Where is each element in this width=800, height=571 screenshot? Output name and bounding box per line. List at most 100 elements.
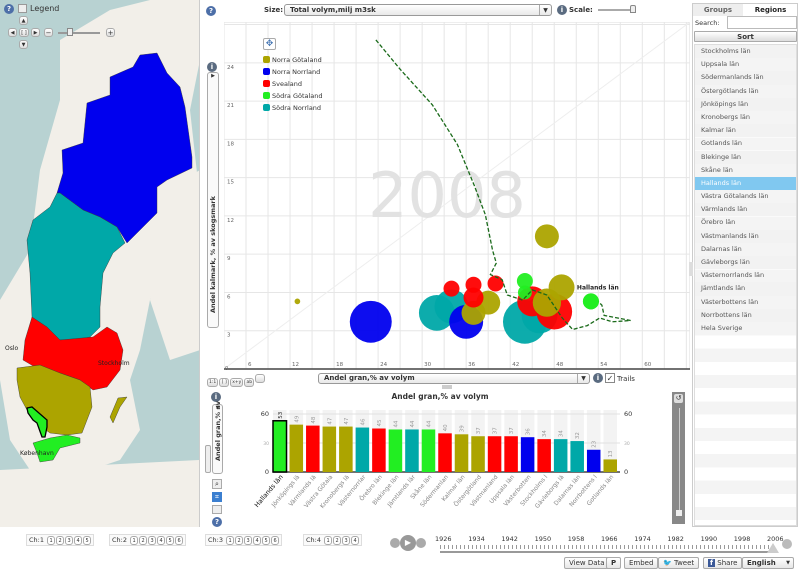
bar[interactable] bbox=[388, 429, 403, 472]
bar[interactable] bbox=[355, 427, 370, 472]
bubble[interactable] bbox=[534, 224, 559, 249]
timeline-settings-icon[interactable] bbox=[782, 539, 792, 549]
channel-button[interactable]: 4 bbox=[253, 535, 262, 545]
map-zoom-handle[interactable] bbox=[67, 28, 73, 36]
center-map-button[interactable]: [ ] bbox=[19, 28, 29, 37]
bar[interactable] bbox=[520, 437, 535, 472]
bar[interactable] bbox=[570, 441, 584, 472]
region-list-item[interactable]: Hallands län bbox=[695, 176, 796, 191]
view-button[interactable]: 1:1 bbox=[207, 378, 219, 387]
bar[interactable] bbox=[405, 429, 419, 472]
region-list-item[interactable]: Dalarnas län bbox=[701, 244, 742, 253]
channel-button[interactable]: 4 bbox=[157, 535, 166, 545]
size-dropdown[interactable]: Total volym,milj m3sk ▼ bbox=[284, 4, 552, 16]
map-panel[interactable]: Oslo Stockholm København ? Legend ▲ ◀ [ … bbox=[0, 0, 200, 527]
bubble-highlighted[interactable] bbox=[582, 293, 599, 310]
zoom-in-button[interactable]: + bbox=[106, 28, 115, 37]
panel-collapse-toggle[interactable] bbox=[689, 262, 693, 276]
channel-button[interactable]: 3 bbox=[65, 535, 74, 545]
channel-button[interactable]: 3 bbox=[244, 535, 253, 545]
region-list-item[interactable]: Örebro län bbox=[701, 218, 736, 227]
bar[interactable] bbox=[421, 429, 436, 472]
channel-button[interactable]: 4 bbox=[74, 535, 83, 545]
embed-button[interactable]: Embed bbox=[624, 557, 659, 569]
region-list-item[interactable]: Uppsala län bbox=[701, 60, 740, 69]
trails-checkbox[interactable]: ✓ bbox=[605, 373, 615, 383]
bar-y-selector[interactable]: ▼ Andel gran,% av bbox=[212, 401, 223, 474]
tab-groups[interactable]: Groups bbox=[693, 4, 743, 16]
channel-button[interactable]: 1 bbox=[324, 535, 333, 545]
bar[interactable] bbox=[454, 434, 469, 472]
bar[interactable] bbox=[487, 436, 502, 472]
bar[interactable] bbox=[272, 420, 288, 473]
panel-splitter-handle[interactable] bbox=[442, 385, 452, 389]
region-list[interactable]: Stockholms län Uppsala län Södermanlands l… bbox=[694, 44, 797, 526]
bubble[interactable] bbox=[487, 275, 504, 292]
region-list-item[interactable]: Östergötlands län bbox=[701, 86, 759, 95]
step-forward-button[interactable] bbox=[416, 538, 426, 548]
map-zoom-slider[interactable] bbox=[58, 32, 100, 34]
vertical-slider-handle[interactable] bbox=[676, 510, 682, 516]
tweet-button[interactable]: 🐦 Tweet bbox=[658, 557, 700, 569]
bar[interactable] bbox=[306, 425, 320, 472]
bubble[interactable] bbox=[463, 287, 484, 308]
region-list-item[interactable]: Västerbottens län bbox=[701, 297, 759, 306]
y-axis-selector[interactable]: ▶ Andel kalmark, % av skogsmark bbox=[207, 72, 219, 328]
pan-right-button[interactable]: ▶ bbox=[31, 28, 40, 37]
move-legend-icon[interactable]: ✥ bbox=[263, 38, 276, 50]
channel-button[interactable]: 5 bbox=[262, 535, 271, 545]
image-export-icon[interactable] bbox=[212, 505, 222, 514]
region-list-item[interactable]: Gotlands län bbox=[701, 139, 742, 148]
region-list-item[interactable]: Västmanlands län bbox=[695, 229, 796, 243]
play-button[interactable]: ▶ bbox=[400, 535, 416, 551]
scale-handle[interactable] bbox=[630, 5, 636, 13]
bar[interactable] bbox=[289, 424, 304, 472]
legend-item[interactable]: Svealand bbox=[263, 78, 323, 90]
channel-button[interactable]: 2 bbox=[139, 535, 148, 545]
bar[interactable] bbox=[553, 439, 568, 472]
timeline-slider[interactable] bbox=[440, 551, 775, 553]
bar[interactable] bbox=[322, 426, 337, 472]
bar[interactable] bbox=[603, 459, 617, 472]
legend-item[interactable]: Norra Götaland bbox=[263, 54, 323, 66]
channel-button[interactable]: 1 bbox=[226, 535, 235, 545]
region-list-item[interactable]: Jämtlands län bbox=[695, 282, 796, 296]
region-svealand[interactable] bbox=[22, 316, 124, 391]
export-icon[interactable] bbox=[255, 374, 266, 383]
channel-button[interactable]: 6 bbox=[271, 535, 280, 545]
bubble[interactable] bbox=[349, 300, 392, 343]
share-button[interactable]: f Share bbox=[703, 557, 743, 569]
pan-up-button[interactable]: ▲ bbox=[19, 16, 28, 25]
bar[interactable] bbox=[586, 449, 601, 472]
vertical-zoom-slider[interactable]: ↺ bbox=[672, 392, 685, 524]
scale-slider[interactable] bbox=[598, 9, 634, 11]
bubble[interactable] bbox=[443, 280, 460, 297]
region-list-item[interactable]: Gävleborgs län bbox=[695, 256, 796, 270]
legend-checkbox[interactable] bbox=[18, 4, 27, 13]
region-list-item[interactable]: Skåne län bbox=[701, 165, 733, 174]
timeline-handle[interactable] bbox=[767, 543, 779, 553]
x-axis-info-icon[interactable]: i bbox=[593, 373, 603, 383]
help-icon[interactable]: ? bbox=[206, 6, 216, 16]
channel-button[interactable]: 2 bbox=[56, 535, 65, 545]
region-list-item[interactable]: Kalmar län bbox=[695, 124, 796, 138]
channel-button[interactable]: 5 bbox=[83, 535, 92, 545]
region-list-item[interactable]: Norrbottens län bbox=[695, 308, 796, 322]
channel-button[interactable]: 3 bbox=[342, 535, 351, 545]
p-button[interactable]: P bbox=[606, 557, 622, 569]
bar-info-icon[interactable]: i bbox=[211, 392, 221, 402]
bubble[interactable] bbox=[548, 274, 575, 301]
bar[interactable] bbox=[372, 428, 386, 473]
legend-item[interactable]: Södra Götaland bbox=[263, 90, 323, 102]
crop-icon[interactable]: ⌗ bbox=[212, 492, 222, 502]
channel-button[interactable]: 2 bbox=[235, 535, 244, 545]
channel-button[interactable]: 2 bbox=[333, 535, 342, 545]
bubble[interactable] bbox=[465, 276, 482, 293]
language-dropdown[interactable]: English ▼ bbox=[742, 557, 794, 569]
bar[interactable] bbox=[438, 433, 452, 472]
channel-button[interactable]: 6 bbox=[175, 535, 184, 545]
view-button[interactable]: [ ] bbox=[219, 378, 230, 387]
reset-icon[interactable]: ↺ bbox=[674, 394, 683, 403]
pan-left-button[interactable]: ◀ bbox=[8, 28, 17, 37]
